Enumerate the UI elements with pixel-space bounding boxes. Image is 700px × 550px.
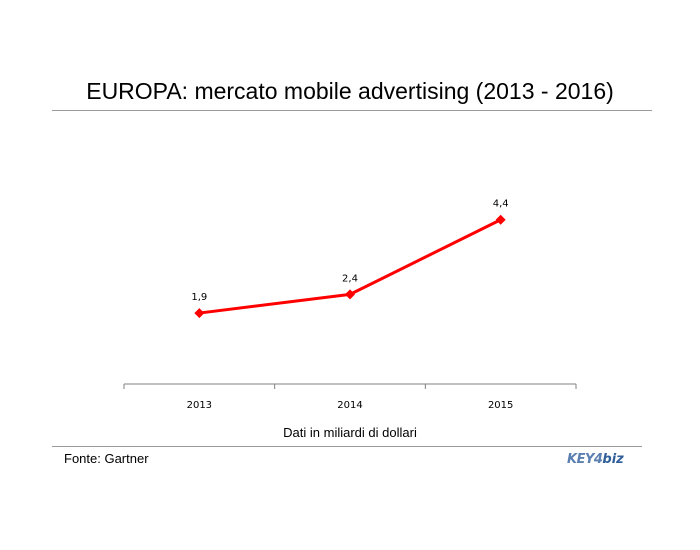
x-tick-label: 2014 bbox=[337, 400, 362, 411]
logo-text-key: KEY bbox=[567, 452, 594, 467]
series-markers bbox=[194, 214, 506, 319]
x-tick-label: 2013 bbox=[187, 400, 212, 411]
key4biz-logo: KEY4biz bbox=[567, 452, 624, 470]
x-tick-label: 2015 bbox=[488, 400, 513, 411]
title-divider bbox=[52, 110, 652, 111]
chart-title: EUROPA: mercato mobile advertising (2013… bbox=[86, 78, 614, 104]
x-axis-ticks bbox=[123, 384, 577, 389]
logo-text-biz: biz bbox=[602, 452, 624, 467]
data-point-marker bbox=[194, 308, 205, 319]
logo-text-mark: 4 bbox=[593, 452, 603, 467]
x-axis-tick-labels: 2013 2014 2015 bbox=[187, 400, 514, 411]
data-labels: 1,9 2,4 4,4 bbox=[191, 199, 508, 303]
data-value-label: 2,4 bbox=[342, 273, 358, 284]
footer-divider bbox=[52, 446, 642, 447]
data-value-label: 1,9 bbox=[191, 292, 207, 303]
data-value-label: 4,4 bbox=[493, 199, 509, 210]
data-point-marker bbox=[345, 289, 355, 300]
units-note: Dati in miliardi di dollari bbox=[283, 425, 417, 440]
source-note: Fonte: Gartner bbox=[64, 451, 149, 466]
data-point-marker bbox=[495, 214, 506, 225]
